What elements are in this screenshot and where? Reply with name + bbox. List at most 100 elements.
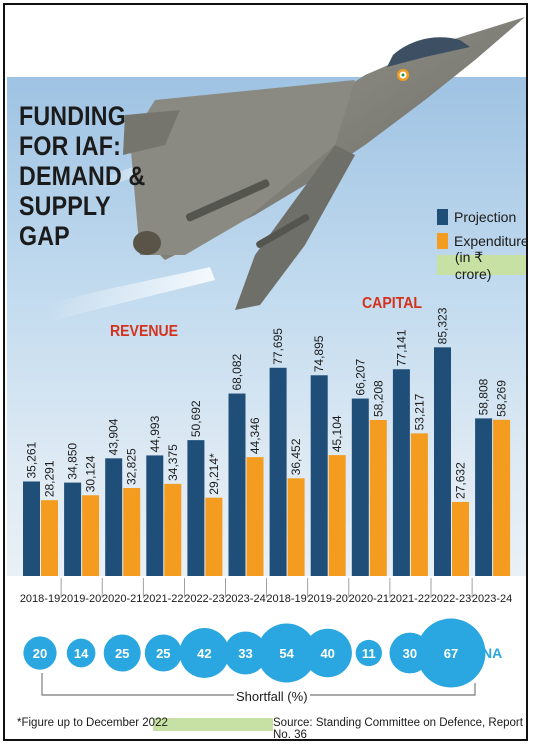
expenditure-bar [246,457,264,576]
projection-swatch [437,209,448,225]
year-tick-label: 2021-22 [390,593,430,605]
projection-value-label: 66,207 [353,359,367,396]
year-tick-label: 2023-24 [472,593,512,605]
title-line: FOR IAF: [19,131,121,161]
shortfall-value: 54 [279,646,294,661]
shortfall-value: 25 [156,646,170,661]
year-tick-label: 2022-23 [184,593,224,605]
title-line: DEMAND & [19,161,146,191]
expenditure-value-label: 32,825 [125,448,139,485]
shortfall-na-label: NA [482,645,502,661]
shortfall-title: Shortfall (%) [234,689,310,704]
title-line: SUPPLY [19,191,111,221]
shortfall-bubble [103,634,141,672]
capital-label: CAPITAL [362,295,422,312]
shortfall-value: 25 [115,646,129,661]
infographic-frame: FUNDING FOR IAF: DEMAND & SUPPLY GAP Pro… [3,3,528,741]
expenditure-bar [328,455,346,576]
projection-value-label: 43,904 [107,418,121,455]
projection-value-label: 85,323 [436,307,450,344]
projection-bar [64,482,82,576]
legend-unit: (in ₹ crore) [454,248,492,282]
projection-bar [310,375,328,576]
projection-bar [146,455,164,576]
shortfall-value: 20 [33,646,47,661]
projection-bar [269,367,287,576]
unit-note: (in ₹ crore) [437,249,526,282]
expenditure-bar [493,419,511,576]
revenue-label: REVENUE [110,323,179,340]
shortfall-value: 33 [238,646,252,661]
expenditure-value-label: 45,104 [330,415,344,452]
expenditure-value-label: 29,214* [207,453,221,495]
shortfall-bubble [355,639,382,667]
expenditure-swatch [437,233,448,249]
expenditure-bar [287,478,305,576]
expenditure-value-label: 44,346 [248,417,262,454]
year-tick-label: 2018-19 [20,593,60,605]
year-tick-label: 2021-22 [143,593,183,605]
year-tick-label: 2022-23 [431,593,471,605]
year-tick-label: 2019-20 [61,593,101,605]
shortfall-value: 11 [362,646,376,661]
shortfall-value: 40 [320,646,334,661]
expenditure-value-label: 58,269 [495,380,509,417]
expenditure-bar [123,488,141,576]
expenditure-bar [410,433,428,576]
shortfall-bubble [23,636,57,670]
legend-projection: Projection [454,209,517,225]
projection-value-label: 34,850 [66,443,80,480]
projection-value-label: 44,993 [148,415,162,452]
year-tick-label: 2020-21 [102,593,142,605]
shortfall-bubble [179,628,230,678]
expenditure-value-label: 36,452 [289,438,303,475]
expenditure-value-label: 28,291 [43,460,57,497]
expenditure-value-label: 30,124 [84,455,98,492]
shortfall-value: 67 [444,646,458,661]
projection-bar [23,481,40,576]
projection-value-label: 58,808 [477,378,491,415]
title-line: FUNDING [19,101,126,131]
shortfall-value: 14 [74,646,89,661]
infographic-title: FUNDING FOR IAF: DEMAND & SUPPLY GAP [19,101,148,251]
expenditure-value-label: 27,632 [454,462,468,499]
expenditure-value-label: 58,208 [371,380,385,417]
shortfall-bubble [416,618,486,688]
chart-legend: Projection Expenditure (in ₹ crore) [437,205,528,282]
shortfall-value: 30 [403,646,417,661]
expenditure-bar [205,497,223,576]
shortfall-bubble [257,623,317,683]
year-tick-label: 2019-20 [308,593,348,605]
legend-expenditure: Expenditure [454,233,528,249]
year-tick-label: 2020-21 [349,593,389,605]
bar-chart: 35,261 28,291 2018-19 20 34,850 30,124 2019-20… [7,307,526,696]
shortfall-bubble [144,634,182,672]
projection-bar [434,347,451,576]
projection-value-label: 50,692 [189,400,203,437]
projection-value-label: 35,261 [25,441,39,478]
projection-bar [187,440,205,576]
shortfall-bubble [223,631,268,675]
expenditure-bar [82,495,100,576]
expenditure-bar [41,500,58,576]
projection-bar [105,458,123,576]
projection-bar [228,393,246,576]
year-tick-label: 2018-19 [266,593,306,605]
expenditure-bar [452,501,469,576]
projection-bar [392,369,410,576]
expenditure-value-label: 53,217 [412,393,426,430]
projection-value-label: 74,895 [312,335,326,372]
projection-value-label: 77,141 [394,329,408,366]
projection-bar [351,398,369,576]
title-line: GAP [19,221,70,251]
footnote: *Figure up to December 2022 [17,717,168,729]
shortfall-bubble [303,628,352,678]
projection-value-label: 68,082 [230,354,244,391]
projection-bar [475,418,493,576]
highlight-strip [153,718,273,731]
expenditure-bar [164,483,182,576]
shortfall-value: 42 [197,646,211,661]
projection-value-label: 77,695 [271,328,285,365]
fighter-jet-illustration [45,17,525,323]
expenditure-value-label: 34,375 [166,444,180,481]
